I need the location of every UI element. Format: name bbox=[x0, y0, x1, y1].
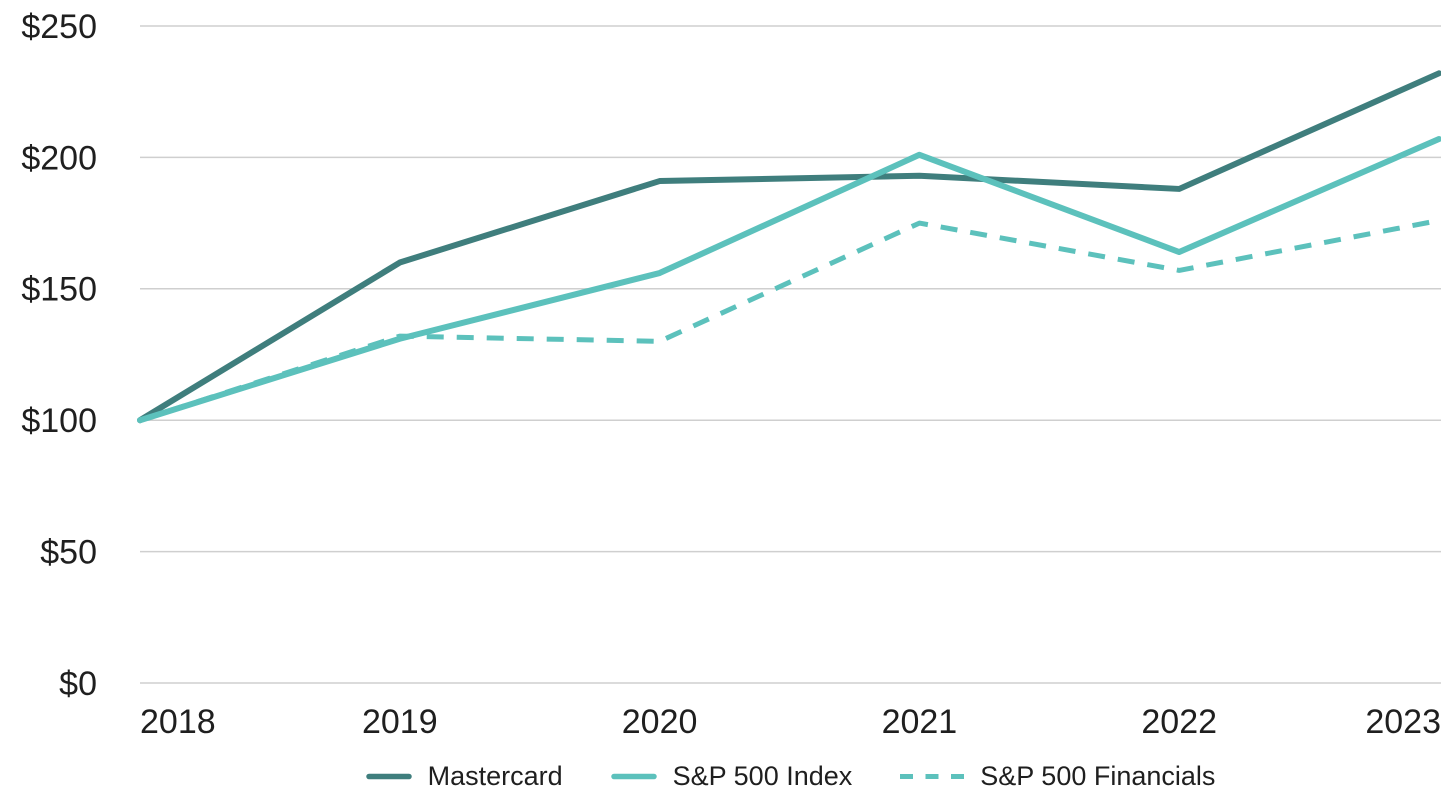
legend-item-mastercard: Mastercard bbox=[365, 760, 563, 792]
y-axis-tick-label: $0 bbox=[59, 665, 97, 703]
x-axis-tick-label: 2023 bbox=[1365, 703, 1441, 741]
y-axis-tick-label: $150 bbox=[21, 271, 97, 309]
legend-swatch-s-p-500-financials bbox=[900, 772, 965, 781]
y-axis-tick-label: $50 bbox=[40, 534, 97, 572]
legend-item-s-p-500-financials: S&P 500 Financials bbox=[900, 761, 1215, 792]
x-axis-tick-label: 2021 bbox=[882, 703, 958, 741]
legend-label: Mastercard bbox=[427, 760, 563, 791]
y-axis-tick-label: $250 bbox=[21, 8, 97, 46]
series-line-s-p-500-financials bbox=[139, 218, 1440, 423]
legend-item-s-p-500-index: S&P 500 Index bbox=[610, 760, 853, 792]
y-axis-tick-label: $100 bbox=[21, 402, 97, 440]
legend-swatch-mastercard bbox=[365, 772, 412, 781]
legend-label: S&P 500 Financials bbox=[980, 760, 1216, 791]
legend-label: S&P 500 Index bbox=[672, 760, 853, 791]
series-line-mastercard bbox=[137, 70, 1441, 424]
y-axis-tick-label: $200 bbox=[21, 139, 97, 177]
legend-swatch-s-p-500-index bbox=[610, 772, 657, 781]
x-axis-tick-label: 2020 bbox=[622, 703, 698, 741]
x-axis-tick-label: 2018 bbox=[140, 703, 216, 741]
x-axis-tick-label: 2019 bbox=[362, 703, 438, 741]
chart-legend: Mastercard S&P 500 Index S&P 500 Financial… bbox=[140, 756, 1441, 796]
x-axis-tick-label: 2022 bbox=[1141, 703, 1217, 741]
